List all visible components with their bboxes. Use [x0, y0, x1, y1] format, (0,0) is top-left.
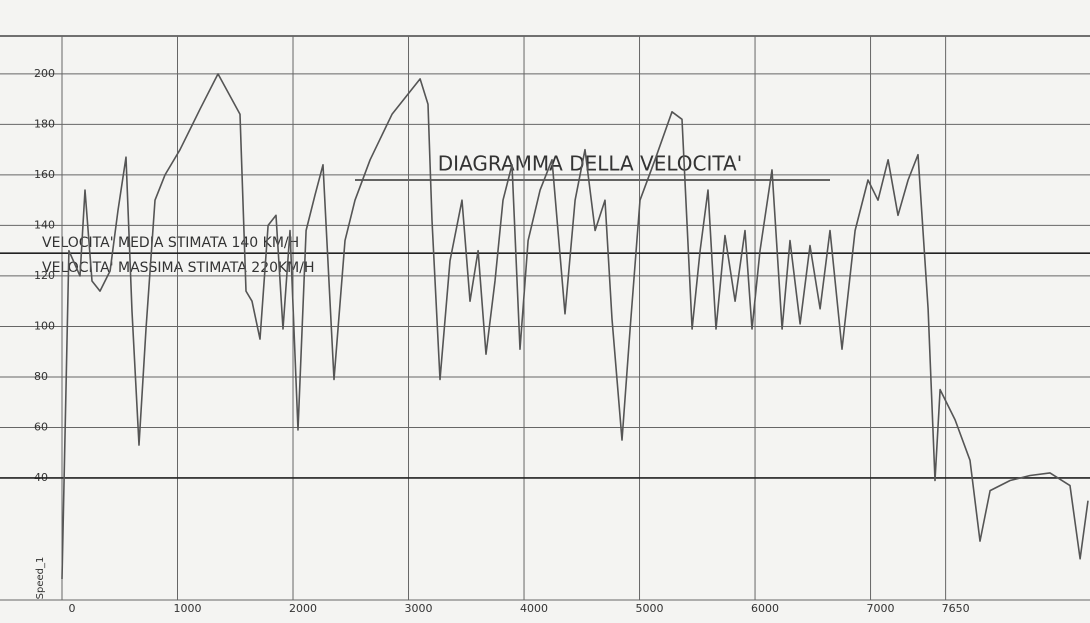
y-tick-label: 200 [34, 67, 55, 80]
x-tick-label: 7000 [867, 602, 895, 615]
x-tick-label: 5000 [636, 602, 664, 615]
y-tick-label: 100 [34, 319, 55, 332]
y-axis-label: Speed_1 [35, 557, 46, 600]
x-tick-label: 2000 [289, 602, 317, 615]
y-tick-label: 180 [34, 117, 55, 130]
x-tick-label: 3000 [405, 602, 433, 615]
y-tick-label: 80 [34, 370, 48, 383]
y-tick-label: 140 [34, 218, 55, 231]
annotation: VELOCITA' MASSIMA STIMATA 220KM/H [42, 260, 315, 276]
x-tick-label: 1000 [174, 602, 202, 615]
x-tick-label: 0 [69, 602, 76, 615]
x-tick-label: 4000 [520, 602, 548, 615]
annotation: VELOCITA' MEDIA STIMATA 140 KM/H [42, 235, 299, 251]
y-tick-label: 120 [34, 269, 55, 282]
y-tick-label: 60 [34, 420, 48, 433]
x-tick-label: 6000 [751, 602, 779, 615]
data-line [61, 73, 1089, 580]
y-tick-label: 160 [34, 168, 55, 181]
chart-title: DIAGRAMMA DELLA VELOCITA' [438, 152, 742, 176]
x-tick-label: 7650 [942, 602, 970, 615]
